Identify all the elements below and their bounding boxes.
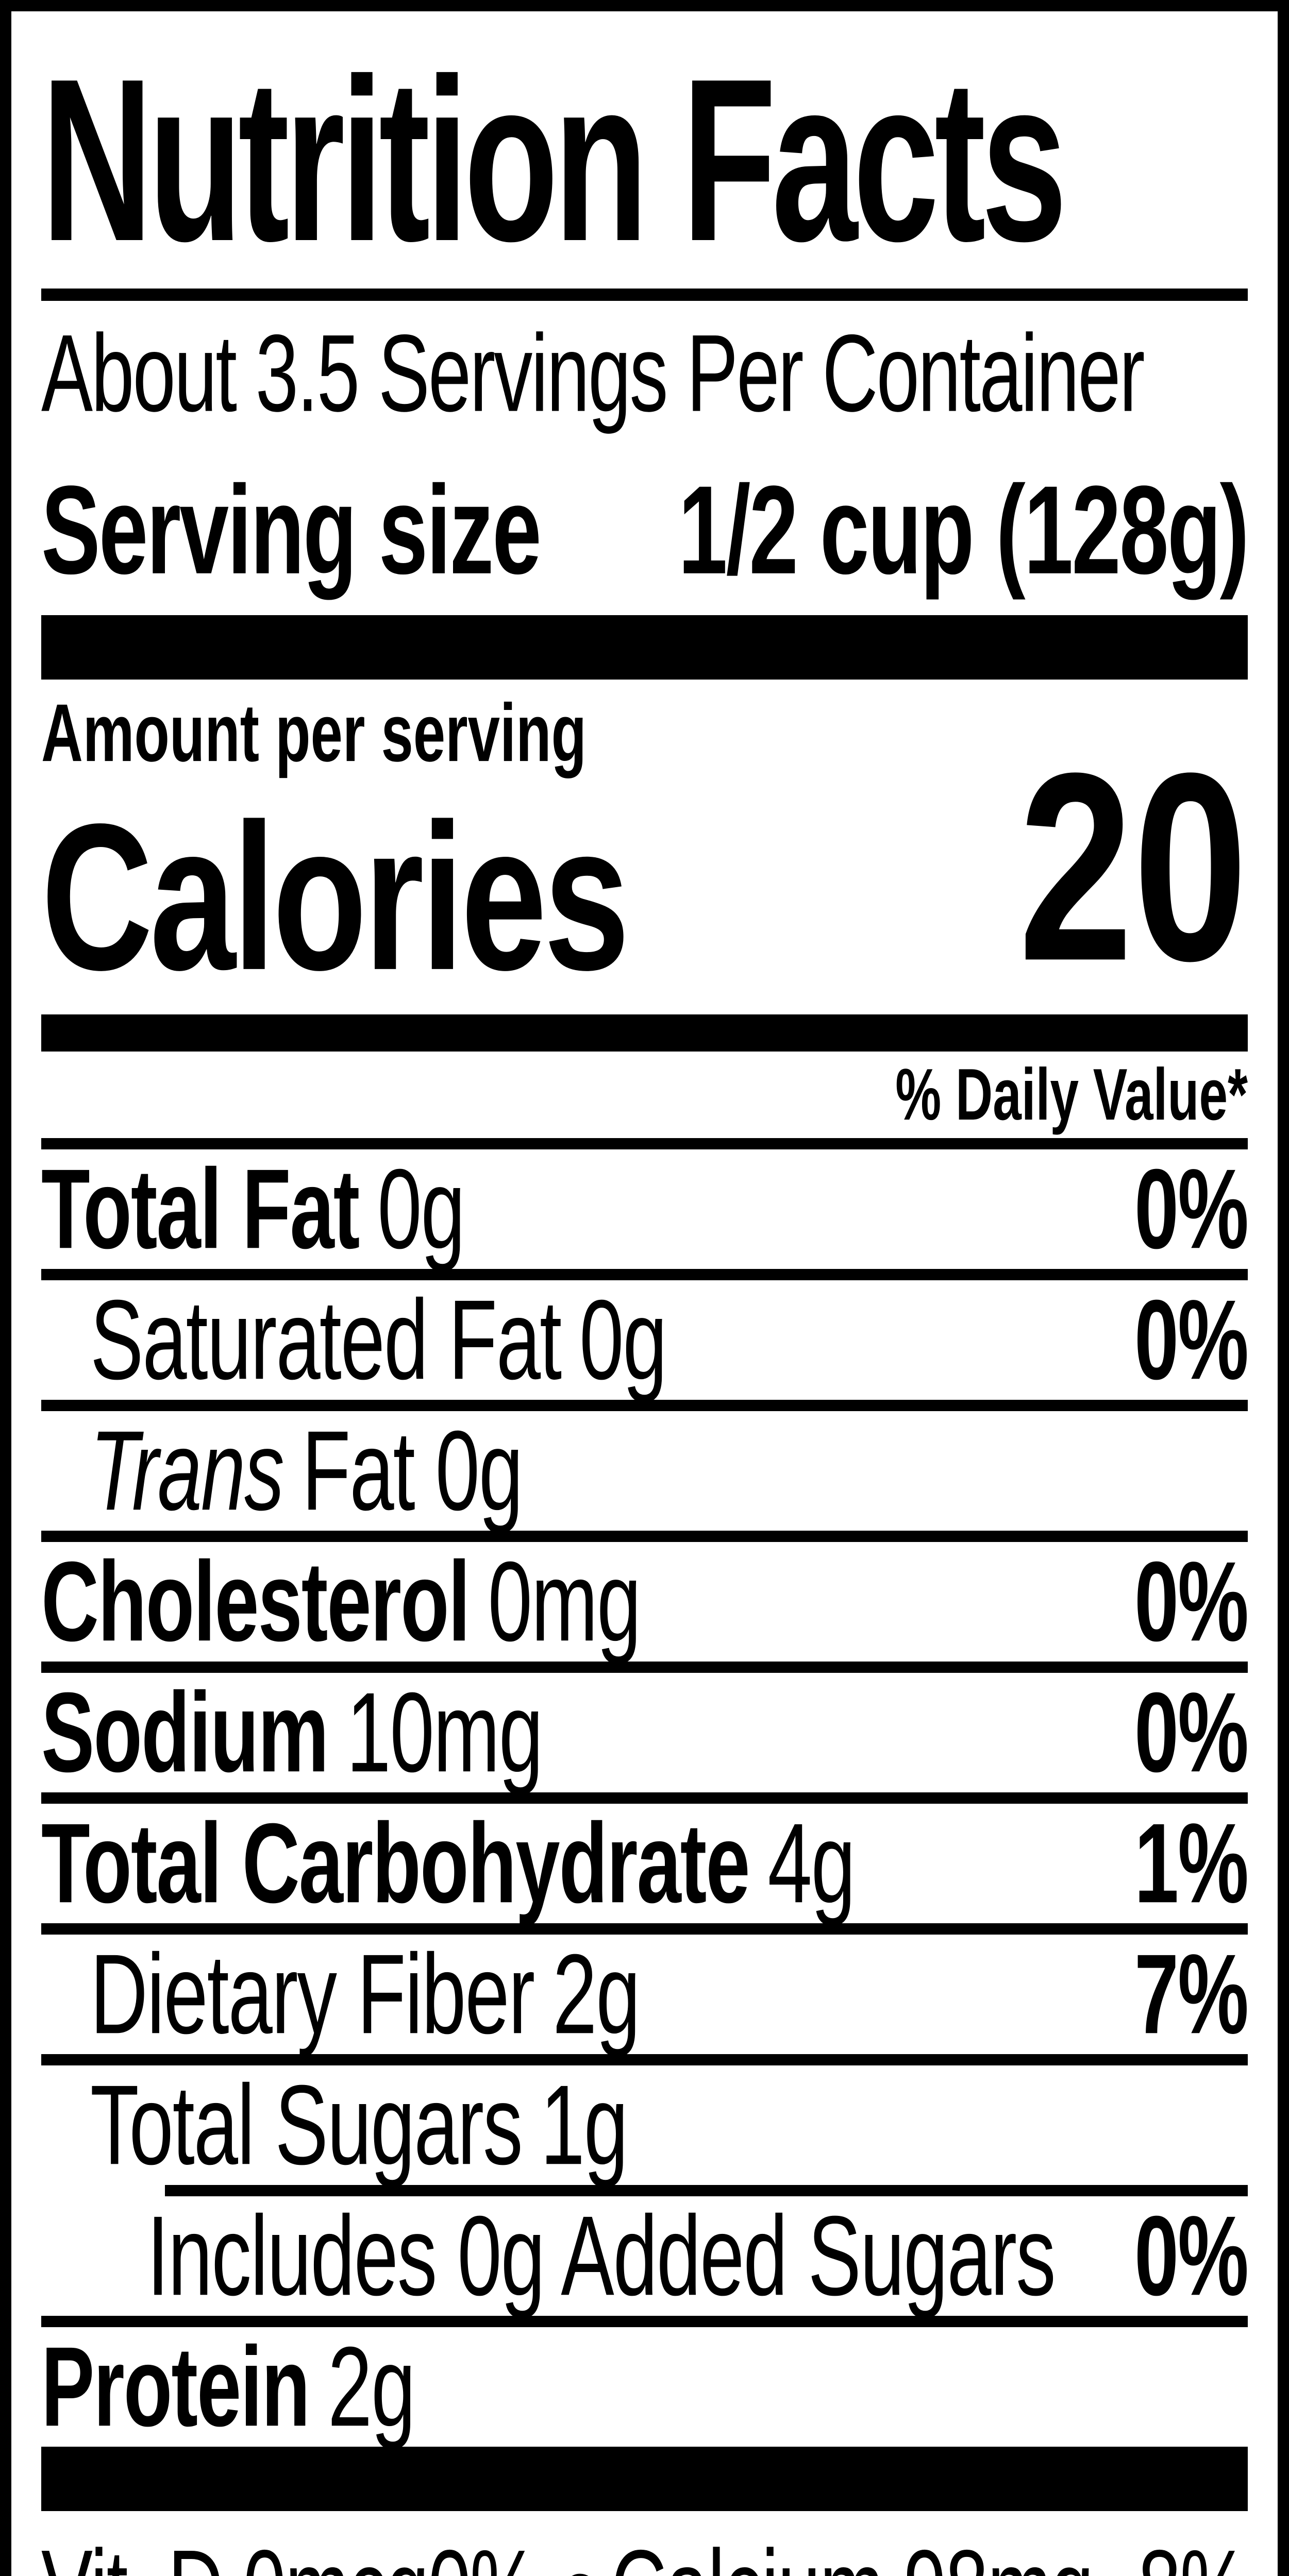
nutrient-dv: 7%	[1134, 1930, 1249, 2058]
micronutrient-row-vitd-calcium: Vit. D 0mcg 0% • Calcium 98mg 8%	[41, 2511, 1249, 2576]
nutrient-amount: 4g	[767, 1800, 856, 1927]
divider	[41, 2054, 1248, 2065]
panel-title-row: Nutrition Facts	[41, 30, 1248, 290]
nutrient-dv: 1%	[1134, 1800, 1249, 1927]
nutrient-row-trans-fat: Trans Fat 0g	[41, 1407, 1248, 1534]
nutrient-dv: 0%	[1134, 1538, 1249, 1665]
nutrient-amount: 2g	[553, 1930, 640, 2058]
bullet-icon: •	[560, 2529, 611, 2576]
nutrient-amount: 0mg	[488, 1538, 642, 1665]
serving-size-value: 1/2 cup (128g)	[678, 460, 1249, 601]
nutrient-dv: 0%	[1134, 1145, 1249, 1273]
divider	[41, 1400, 1248, 1411]
nutrient-amount: 0g	[579, 1276, 667, 1403]
nutrient-row-total-carbohydrate: Total Carbohydrate 4g 1%	[41, 1800, 1249, 1926]
serving-size-row: Serving size 1/2 cup (128g)	[41, 445, 1249, 615]
divider	[41, 1923, 1248, 1935]
micro-dv: 0%	[428, 2525, 560, 2576]
calories-divider-bar	[41, 1014, 1248, 1052]
divider	[41, 1269, 1248, 1280]
nutrient-dv: 0%	[1134, 1276, 1249, 1403]
nutrient-row-sodium: Sodium 10mg 0%	[41, 1669, 1249, 1795]
nutrient-amount: 10mg	[346, 1669, 543, 1796]
nutrient-dv: 0%	[1134, 1669, 1249, 1796]
divider	[41, 2316, 1248, 2327]
calories-value: 20	[1018, 717, 1248, 1016]
divider-indented	[165, 2185, 1248, 2196]
nutrient-row-total-fat: Total Fat 0g 0%	[41, 1145, 1249, 1272]
nutrient-row-cholesterol: Cholesterol 0mg 0%	[41, 1538, 1249, 1665]
nutrient-name: Total Carbohydrate	[41, 1800, 750, 1927]
servings-per-container-row: About 3.5 Servings Per Container	[41, 301, 1248, 445]
nutrient-name: Total Sugars	[90, 2061, 523, 2189]
serving-size-label: Serving size	[41, 460, 542, 601]
amount-per-serving-row: Amount per serving	[41, 680, 1248, 779]
nutrient-name: Protein	[41, 2323, 310, 2450]
micro-name: Calcium 98mg	[611, 2525, 1139, 2576]
nutrient-name: Saturated Fat	[90, 1276, 562, 1403]
nutrient-amount: Fat 0g	[302, 1407, 523, 1534]
nutrient-amount: 0g	[377, 1145, 465, 1273]
calories-row: Calories 20	[41, 733, 1248, 1014]
divider	[41, 1792, 1248, 1804]
calories-label: Calories	[41, 779, 630, 1014]
nutrient-name: Sodium	[41, 1669, 329, 1796]
title-divider	[41, 289, 1248, 301]
micro-name: Vit. D 0mcg	[41, 2525, 429, 2576]
divider	[41, 1662, 1248, 1673]
micro-dv: 8%	[1138, 2525, 1249, 2576]
nutrient-amount: 1g	[540, 2061, 628, 2189]
nutrient-dv: 0%	[1134, 2192, 1249, 2319]
nutrient-name: Total Fat	[41, 1145, 360, 1273]
thick-bar-top	[41, 615, 1248, 680]
daily-value-header-row: % Daily Value*	[41, 1052, 1248, 1138]
panel-title: Nutrition Facts	[41, 30, 1067, 290]
divider	[41, 1138, 1248, 1149]
nutrient-row-total-sugars: Total Sugars 1g	[41, 2061, 1248, 2188]
nutrient-name: Includes 0g Added Sugars	[147, 2192, 1056, 2319]
servings-per-container: About 3.5 Servings Per Container	[41, 311, 1145, 434]
nutrient-row-added-sugars: Includes 0g Added Sugars 0%	[41, 2192, 1249, 2319]
daily-value-header: % Daily Value*	[895, 1053, 1248, 1136]
nutrient-row-saturated-fat: Saturated Fat 0g 0%	[41, 1276, 1249, 1403]
nutrient-name: Cholesterol	[41, 1538, 471, 1665]
nutrient-name: Dietary Fiber	[90, 1930, 535, 2058]
thick-bar-micros	[41, 2447, 1248, 2511]
nutrient-row-dietary-fiber: Dietary Fiber 2g 7%	[41, 1930, 1249, 2057]
amount-per-serving-label: Amount per serving	[41, 687, 587, 779]
nutrient-row-protein: Protein 2g	[41, 2323, 1248, 2450]
nutrient-amount: 2g	[327, 2323, 415, 2450]
nutrient-name: Trans	[90, 1407, 284, 1534]
divider	[41, 1531, 1248, 1542]
